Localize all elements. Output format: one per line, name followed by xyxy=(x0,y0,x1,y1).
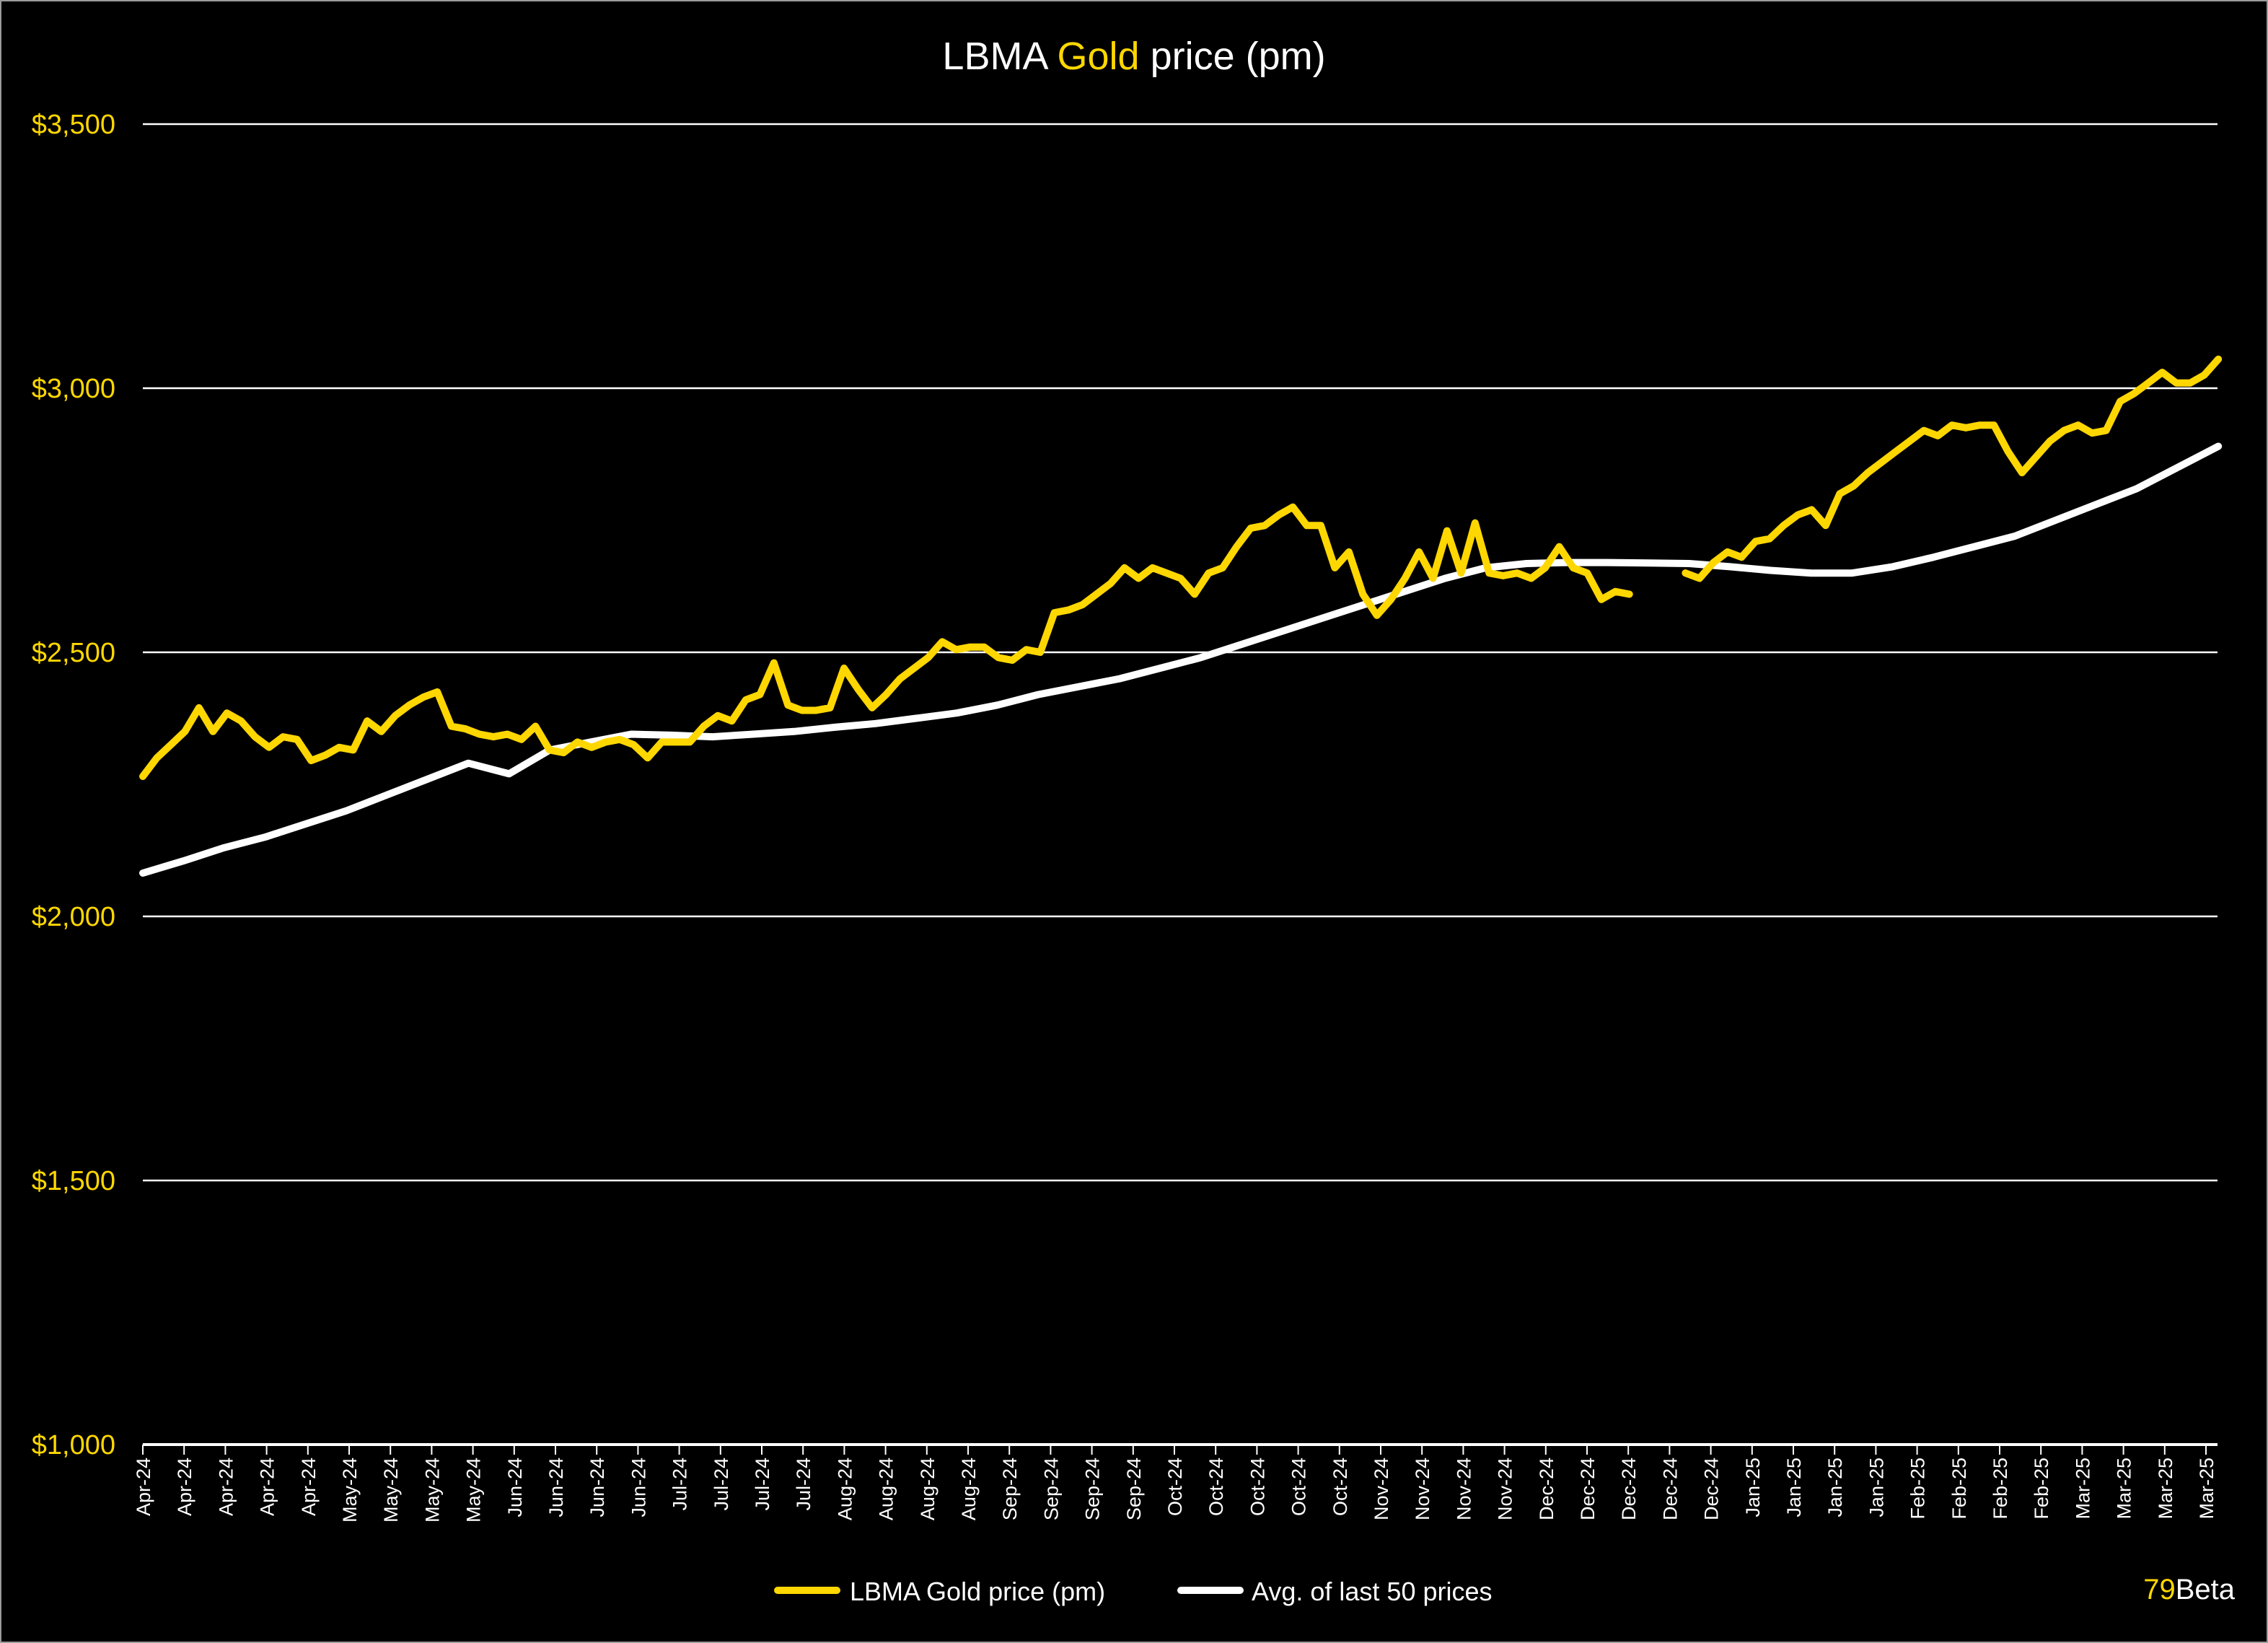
x-tick-label: Aug-24 xyxy=(917,1458,939,1520)
x-tick-label: Sep-24 xyxy=(1123,1458,1145,1520)
x-tick-label: Aug-24 xyxy=(958,1458,980,1520)
x-tick-label: Feb-25 xyxy=(1990,1458,2011,1520)
x-tick-label: Jun-24 xyxy=(504,1458,526,1517)
chart-title: LBMA Gold price (pm) xyxy=(942,35,1325,78)
x-tick-label: Nov-24 xyxy=(1412,1458,1433,1520)
legend: LBMA Gold price (pm) Avg. of last 50 pri… xyxy=(774,1577,1493,1606)
x-tick-label: Jan-25 xyxy=(1824,1458,1846,1517)
x-tick-label: Jun-24 xyxy=(628,1458,649,1517)
title-after: price (pm) xyxy=(1140,35,1326,78)
x-axis-labels: Apr-24 Apr-24 Apr-24 Apr-24 Apr-24 May-24 May-… xyxy=(133,1458,2218,1522)
moving-average-line xyxy=(139,442,2223,877)
y-tick-label: $2,500 xyxy=(32,638,115,668)
x-tick-label: Nov-24 xyxy=(1371,1458,1392,1520)
x-tick-label: Nov-24 xyxy=(1453,1458,1474,1520)
x-tick-label: Apr-24 xyxy=(298,1458,320,1516)
x-tick-label: Sep-24 xyxy=(1040,1458,1062,1520)
x-tick-label: Mar-25 xyxy=(2072,1458,2093,1520)
x-tick-label: May-24 xyxy=(339,1458,361,1522)
y-tick-label: $1,500 xyxy=(32,1166,115,1196)
x-tick-label: Feb-25 xyxy=(1948,1458,1970,1520)
x-tick-label: Apr-24 xyxy=(257,1458,278,1516)
x-tick-label: Dec-24 xyxy=(1577,1458,1599,1520)
x-tick-label: May-24 xyxy=(421,1458,443,1522)
brand-suffix: Beta xyxy=(2176,1574,2236,1605)
x-tick-label: Oct-24 xyxy=(1247,1458,1268,1516)
legend-label-avg: Avg. of last 50 prices xyxy=(1252,1577,1493,1606)
gold-price-line xyxy=(139,355,2223,780)
x-tick-label: Apr-24 xyxy=(174,1458,195,1516)
x-tick-label: Dec-24 xyxy=(1618,1458,1640,1520)
brand-logo: 79Beta xyxy=(2143,1574,2236,1605)
x-tick-label: Apr-24 xyxy=(133,1458,154,1516)
x-tick-label: Oct-24 xyxy=(1329,1458,1351,1516)
x-tick-label: Feb-25 xyxy=(2031,1458,2052,1520)
x-tick-label: Jul-24 xyxy=(752,1458,773,1511)
x-tick-label: Nov-24 xyxy=(1495,1458,1516,1520)
x-tick-label: Feb-25 xyxy=(1907,1458,1929,1520)
x-tick-label: Jan-25 xyxy=(1865,1458,1887,1517)
x-tick-label: Dec-24 xyxy=(1701,1458,1723,1520)
y-tick-label: $3,000 xyxy=(32,374,115,404)
brand-prefix: 79 xyxy=(2143,1574,2176,1605)
y-tick-label: $2,000 xyxy=(32,902,115,932)
gridlines xyxy=(142,123,2218,1455)
x-tick-label: Jan-25 xyxy=(1783,1458,1805,1517)
x-tick-label: Oct-24 xyxy=(1288,1458,1310,1516)
x-tick-label: Mar-25 xyxy=(2196,1458,2218,1520)
x-tick-label: Jun-24 xyxy=(586,1458,608,1517)
series-lines xyxy=(139,355,2223,877)
x-tick-label: Oct-24 xyxy=(1205,1458,1227,1516)
x-tick-label: Oct-24 xyxy=(1164,1458,1186,1516)
x-tick-label: Apr-24 xyxy=(215,1458,237,1516)
x-tick-label: Dec-24 xyxy=(1659,1458,1681,1520)
title-highlight: Gold xyxy=(1057,35,1139,78)
x-tick-label: Jun-24 xyxy=(545,1458,567,1517)
x-tick-label: May-24 xyxy=(380,1458,402,1522)
x-tick-label: Mar-25 xyxy=(2155,1458,2176,1520)
x-tick-label: Dec-24 xyxy=(1536,1458,1557,1520)
x-tick-label: Sep-24 xyxy=(999,1458,1021,1520)
legend-label-gold: LBMA Gold price (pm) xyxy=(850,1577,1105,1606)
x-tick-label: May-24 xyxy=(463,1458,485,1522)
x-tick-label: Jul-24 xyxy=(711,1458,732,1511)
x-tick-label: Aug-24 xyxy=(834,1458,856,1520)
x-tick-label: Jul-24 xyxy=(793,1458,814,1511)
x-tick-label: Jan-25 xyxy=(1742,1458,1764,1517)
x-tick-label: Aug-24 xyxy=(876,1458,897,1520)
y-tick-label: $3,500 xyxy=(32,110,115,140)
y-axis-labels: $1,000 $1,500 $2,000 $2,500 $3,000 $3,500 xyxy=(32,110,115,1460)
title-before: LBMA xyxy=(942,35,1057,78)
x-tick-label: Mar-25 xyxy=(2114,1458,2135,1520)
x-tick-label: Sep-24 xyxy=(1082,1458,1104,1520)
x-tick-label: Jul-24 xyxy=(669,1458,691,1511)
y-tick-label: $1,000 xyxy=(32,1430,115,1460)
